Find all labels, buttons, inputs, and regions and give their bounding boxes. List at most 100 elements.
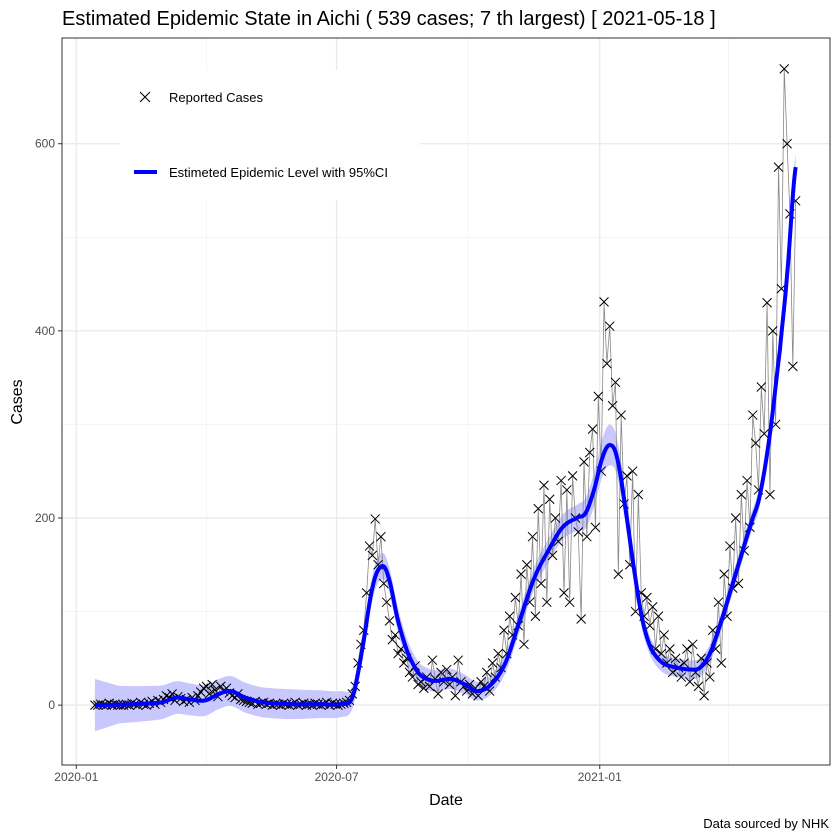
chart-title: Estimated Epidemic State in Aichi ( 539 … [62,8,716,30]
reported-case-point [544,494,555,505]
reported-case-point [713,597,724,608]
reported-case-point [773,162,784,172]
reported-case-point [387,634,398,645]
reported-case-point [699,690,709,701]
legend-background [120,70,420,200]
reported-case-point [519,639,529,650]
reported-case-point [541,597,552,608]
reported-case-point [687,639,698,650]
reported-case-point [742,475,752,486]
reported-case-point [787,361,798,372]
reported-case-point [556,475,566,486]
reported-case-point [433,689,443,699]
reported-case-point [659,630,669,640]
reported-case-point [364,541,375,551]
reported-case-point [487,658,498,668]
reported-case-point [616,410,627,420]
reported-case-point [567,471,578,481]
reported-case-point [767,326,778,336]
reported-case-point [759,428,770,439]
x-tick-label: 2021-01 [578,770,622,784]
reported-case-point [530,611,541,622]
reported-case-point [747,410,758,420]
reported-case-point [582,531,592,542]
reported-case-point [613,569,624,579]
reported-case-point [693,681,704,692]
y-tick-label: 0 [48,698,55,712]
y-axis: 0 200 400 600 [35,137,62,712]
y-axis-label: Cases [9,379,26,424]
reported-case-point [719,569,730,579]
y-tick-label: 400 [35,324,55,338]
reported-case-point [610,377,621,388]
reported-case-point [215,681,226,692]
estimated-level-series [93,166,798,708]
reported-case-point [521,559,532,570]
reported-case-point [201,681,212,692]
reported-case-point [527,531,538,542]
reported-case-point [493,648,504,659]
reported-case-point [607,400,618,411]
reported-case-point [593,391,604,402]
reported-case-point [453,655,464,666]
reported-case-point [376,531,386,542]
x-axis-label: Date [429,792,463,809]
reported-case-point [427,655,438,666]
reported-case-point [627,466,638,477]
reported-case-point [642,592,652,603]
reported-case-point [684,676,695,687]
caption: Data sourced by NHK [703,816,829,831]
reported-case-point [559,587,569,598]
reported-case-point [584,447,595,458]
reported-case-point [750,438,761,448]
reported-case-point [536,578,546,589]
estimated-level-line [93,166,798,708]
reported-case-point [716,658,727,668]
reported-case-point [367,550,378,561]
reported-case-point [653,611,664,622]
reported-case-point [765,489,775,500]
reported-case-point [705,672,715,682]
reported-case-point [436,667,446,678]
reported-case-point [398,658,409,668]
legend-marker-x-icon [139,91,151,103]
reported-case-point [579,456,589,467]
reported-case-point [599,296,609,307]
reported-case-point [590,522,601,533]
x-tick-label: 2020-07 [315,770,359,784]
legend-label-reported: Reported Cases [169,90,263,105]
plot-border [61,37,831,766]
reported-case-point [481,667,492,678]
legend: Reported Cases Estimeted Epidemic Level … [120,70,420,200]
reported-case-point [602,358,612,369]
reported-case-point [561,485,572,495]
reported-case-point [441,664,452,675]
reported-case-point [782,138,792,149]
y-tick-label: 600 [35,137,55,151]
reported-case-point [736,489,747,500]
reported-case-point [730,513,741,523]
reported-case-point [725,541,735,551]
gridlines [62,38,830,765]
reported-case-point [604,321,615,332]
reported-case-point [450,690,461,701]
reported-case-point [370,514,381,524]
reported-case-point [676,672,687,682]
reported-case-point [647,602,658,612]
reported-case-point [418,683,429,694]
reported-case-point [533,503,544,514]
reported-case-point [576,614,587,624]
reported-case-point [539,480,549,491]
reported-case-point [550,513,561,523]
reported-case-point [664,644,675,654]
reported-case-point [510,592,521,603]
legend-label-estimate: Estimeted Epidemic Level with 95%CI [169,165,388,180]
reported-case-point [207,679,218,690]
reported-case-point [756,382,767,392]
reported-case-point [378,578,389,589]
reported-case-point [682,644,692,654]
reported-case-point [504,611,515,622]
reported-case-point [404,667,415,678]
reported-case-point [633,489,644,500]
x-axis: 2020-01 2020-07 2021-01 [54,765,622,784]
